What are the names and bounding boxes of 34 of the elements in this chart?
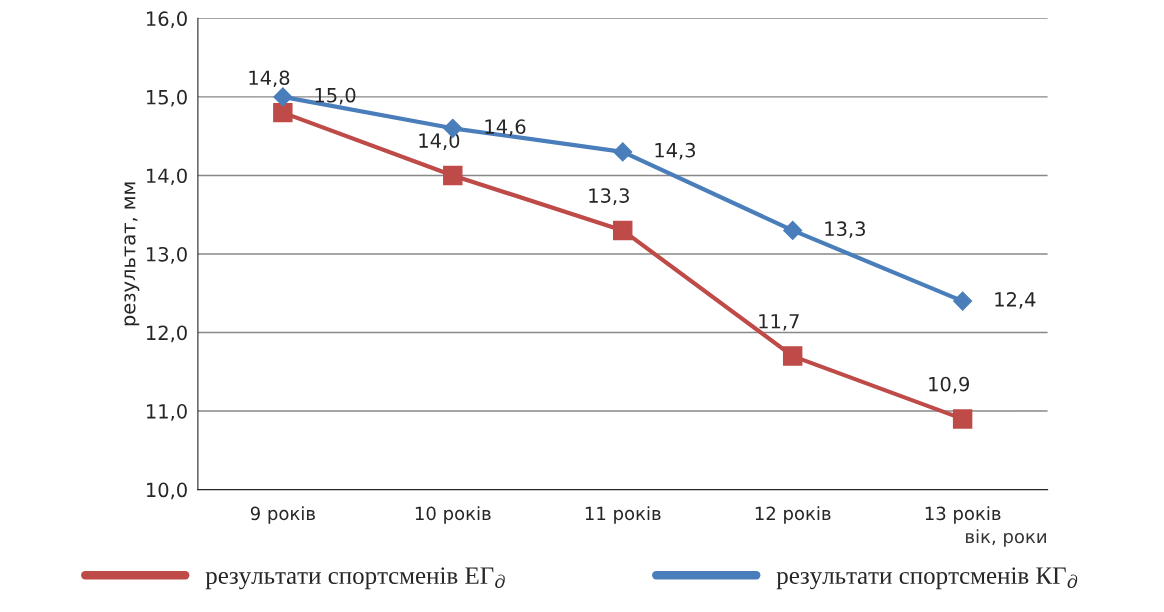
data-label: 14,3 [655,142,696,160]
point [273,102,293,123]
point [613,142,633,162]
data-label: 13,3 [825,221,865,239]
data-label: 15,0 [315,87,356,105]
x-tick-label: 9 років [250,506,315,524]
x-tick-label: 10 років [415,506,491,524]
point [443,165,463,186]
y-tick-label: 15,0 [147,89,187,107]
data-label: 11,7 [759,314,799,331]
y-tick-label: 11,0 [147,404,187,421]
data-label: 10,9 [929,376,970,394]
data-label: 14,6 [485,119,526,136]
data-label: 14,8 [249,70,290,88]
y-axis-title: результат, мм [124,182,140,326]
x-axis-title: вік, роки [966,529,1046,547]
x-tick-label: 13 років [925,506,1001,524]
data-label: 12,4 [995,292,1036,309]
y-tick-label: 16,0 [147,11,187,29]
legend-label: результати спортсменів ЕГ$_{д}$ [205,567,505,590]
x-tick-label: 11 років [585,506,661,524]
point [782,346,803,366]
data-label: 13,3 [589,188,629,205]
y-tick-label: 12,0 [147,325,187,343]
point [273,87,293,107]
y-tick-label: 14,0 [147,168,187,186]
point [613,220,633,241]
point [783,220,803,240]
y-tick-label: 10,0 [147,482,187,500]
y-tick-label: 13,0 [147,246,187,264]
point [952,409,973,429]
x-tick-label: 12 років [755,506,831,524]
legend-label: результати спортсменів КГ$_{д}$ [776,567,1078,590]
point [953,291,973,311]
